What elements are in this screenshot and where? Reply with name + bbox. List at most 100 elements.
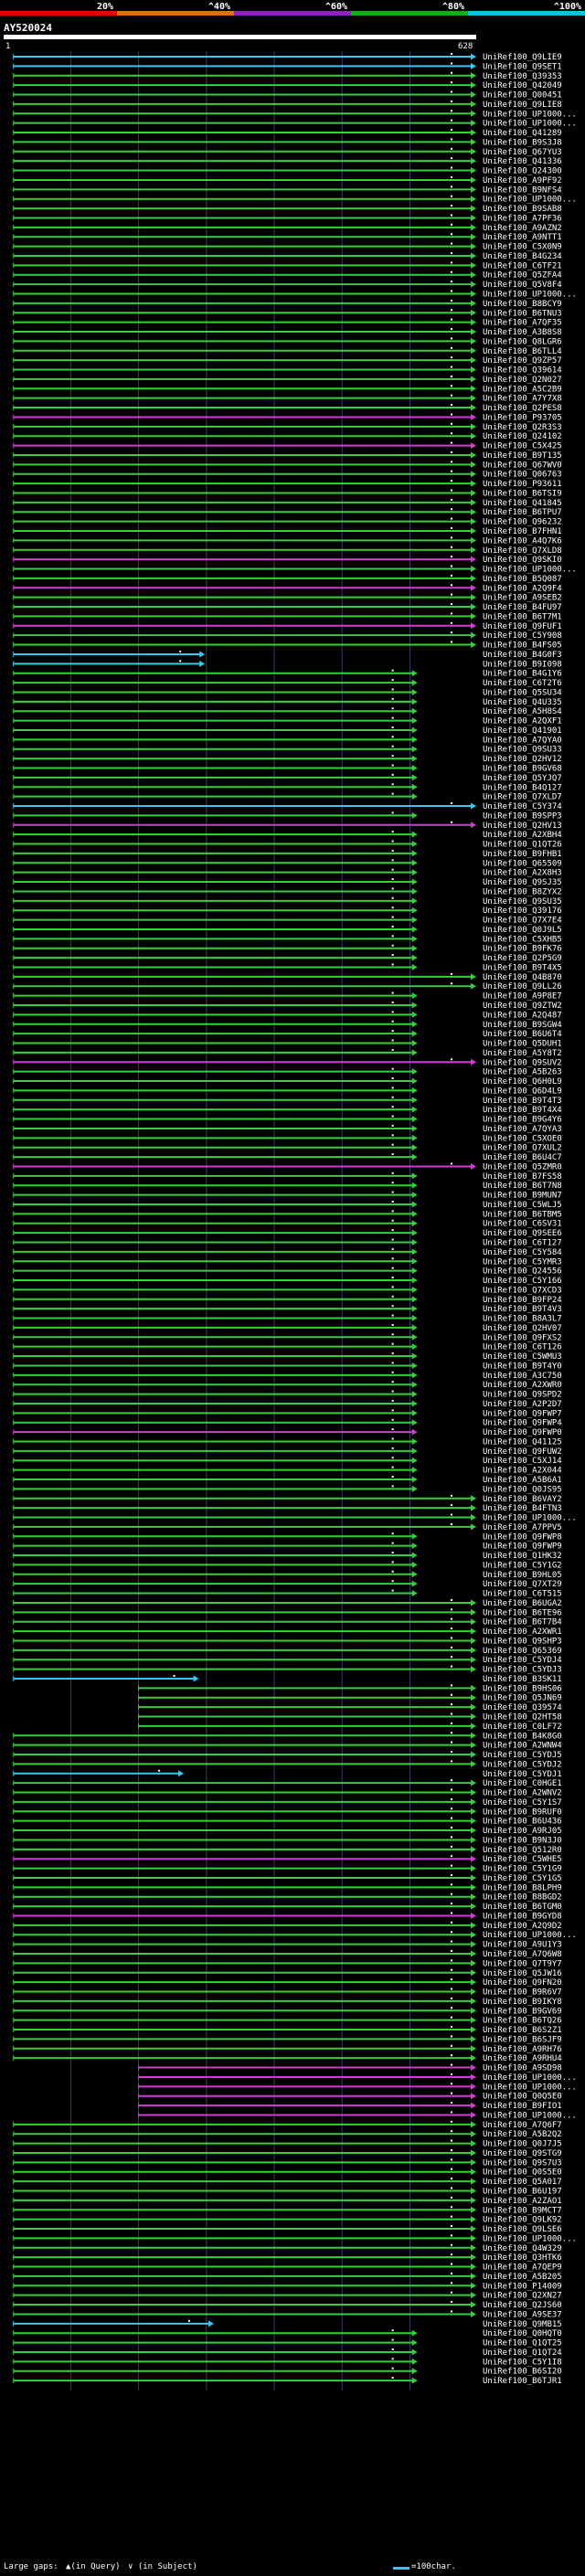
gap-marker <box>451 205 452 207</box>
hit-label: UniRef100_A4Q7K6 <box>483 536 562 546</box>
hit-arrow <box>411 869 418 876</box>
hit-arrow <box>471 1903 476 1910</box>
hit-arrow <box>411 1125 418 1132</box>
hit-arrow <box>411 774 418 781</box>
hit-label: UniRef100_B9T4T3 <box>483 1097 562 1106</box>
hit-arrow <box>411 1457 418 1464</box>
hit-label: UniRef100_B9R6V7 <box>483 1988 562 1998</box>
gap-marker <box>451 318 452 321</box>
hit-arrow <box>471 2102 476 2109</box>
hit-label: UniRef100_B6TJR1 <box>483 2377 562 2386</box>
hit-arrow <box>411 1391 418 1398</box>
hit-label: UniRef100_Q9LSE6 <box>483 2225 562 2234</box>
gap-marker <box>451 413 452 416</box>
gap-marker <box>451 2243 452 2246</box>
hit-label: UniRef100_A9NTT1 <box>483 233 562 242</box>
scale-label: =100char. <box>411 2562 456 2571</box>
hit-arrow <box>471 1703 476 1711</box>
gap-marker <box>391 1305 394 1308</box>
hit-label: UniRef100_Q9MB15 <box>483 2320 562 2329</box>
gap-marker <box>451 1703 452 1706</box>
hit-arrow <box>471 1760 476 1767</box>
gap-marker <box>451 71 452 74</box>
hit-arrow <box>411 765 418 771</box>
hit-arrow <box>411 2368 418 2375</box>
hit-arrow <box>471 385 476 392</box>
gap-marker <box>391 1002 394 1003</box>
hit-arrow <box>411 992 418 1000</box>
hit-label: UniRef100_Q512R0 <box>483 1846 562 1855</box>
hit-arrow <box>471 1883 476 1891</box>
gap-marker <box>451 356 452 359</box>
hit-label: UniRef100_Q7XLD7 <box>483 793 562 802</box>
gap-marker <box>451 1598 452 1601</box>
hit-arrow <box>471 423 476 430</box>
hit-label: UniRef100_C0LF72 <box>483 1723 562 1732</box>
gap-marker <box>451 166 452 169</box>
hit-label: UniRef100_UP1000... <box>483 2234 577 2243</box>
hit-arrow <box>471 376 476 383</box>
query-id: AY520024 <box>4 22 52 34</box>
gaps-subject: ∨ (in Subject) <box>128 2562 197 2571</box>
hit-label: UniRef100_Q42049 <box>483 81 562 90</box>
hit-label: UniRef100_B9S3J8 <box>483 138 562 147</box>
hit-arrow <box>471 1732 476 1739</box>
hit-label: UniRef100_C5XHB5 <box>483 935 562 944</box>
gap-marker <box>391 1229 394 1232</box>
hit-arrow <box>471 1058 476 1065</box>
hit-label: UniRef100_Q7XCD3 <box>483 1286 562 1295</box>
gap-marker <box>451 366 452 368</box>
hit-label: UniRef100_Q7XUL2 <box>483 1144 562 1153</box>
hit-arrow <box>411 1106 418 1113</box>
gap-marker <box>451 1892 452 1895</box>
hit-label: UniRef100_A7QYA3 <box>483 1125 562 1134</box>
hit-label: UniRef100_P14009 <box>483 2282 562 2291</box>
hit-arrow <box>411 1182 418 1189</box>
hit-label: UniRef100_Q1QT26 <box>483 841 562 850</box>
hit-label: UniRef100_B4G0F3 <box>483 651 562 660</box>
gap-marker <box>451 432 452 435</box>
gap-marker <box>451 2102 452 2104</box>
hit-arrow <box>411 1277 418 1284</box>
hit-arrow <box>471 1798 476 1806</box>
hit-arrow <box>471 2064 476 2072</box>
hit-arrow <box>411 2348 418 2356</box>
hit-arrow <box>411 1040 418 1047</box>
hit-label: UniRef100_Q5ZMR0 <box>483 1162 562 1171</box>
hit-arrow <box>471 1931 476 1938</box>
hit-arrow <box>411 1352 418 1360</box>
hit-label: UniRef100_A2XWR1 <box>483 1627 562 1637</box>
hit-label: UniRef100_Q1QT24 <box>483 2348 562 2358</box>
gap-marker <box>391 764 394 767</box>
hit-label: UniRef100_Q67WV0 <box>483 461 562 470</box>
hit-arrow <box>411 811 418 819</box>
gap-marker <box>391 1466 394 1468</box>
gap-marker <box>391 935 394 938</box>
hit-label: UniRef100_Q0HQT0 <box>483 2329 562 2338</box>
gap-marker <box>451 489 452 492</box>
hit-arrow <box>411 841 418 848</box>
hit-label: UniRef100_A2Q487 <box>483 1011 562 1020</box>
hit-label: UniRef100_Q0JS95 <box>483 1485 562 1494</box>
hit-arrow <box>471 2073 476 2081</box>
hit-label: UniRef100_Q9SET1 <box>483 62 562 71</box>
hit-arrow <box>471 584 476 591</box>
hit-arrow <box>411 1333 418 1341</box>
hit-label: UniRef100_Q65369 <box>483 1647 562 1656</box>
hit-label: UniRef100_A3C750 <box>483 1372 562 1381</box>
hit-label: UniRef100_Q65509 <box>483 859 562 868</box>
gap-marker <box>391 1589 394 1592</box>
hit-label: UniRef100_B9RUF0 <box>483 1807 562 1817</box>
hit-label: UniRef100_B4G1Y6 <box>483 670 562 679</box>
hit-label: UniRef100_C6TF21 <box>483 261 562 270</box>
hit-label: UniRef100_Q5ZFA4 <box>483 271 562 281</box>
scale-segment-4 <box>351 11 468 16</box>
hit-arrow <box>471 2130 476 2137</box>
gap-marker <box>391 1457 394 1459</box>
hit-arrow <box>471 1865 476 1872</box>
hit-arrow <box>471 1922 476 1929</box>
hit-arrow <box>471 2292 476 2299</box>
gap-marker <box>451 129 452 132</box>
hit-label: UniRef100_Q2P5G9 <box>483 954 562 963</box>
gap-marker <box>451 110 452 112</box>
